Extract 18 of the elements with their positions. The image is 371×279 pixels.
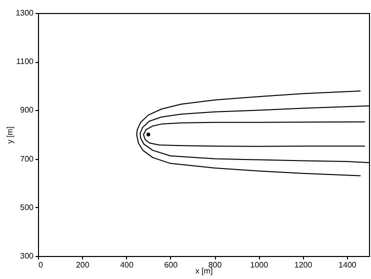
x-tick-label: 1400 [338, 260, 357, 270]
y-tick-label: 500 [20, 202, 34, 212]
y-tick-label: 1300 [16, 8, 34, 18]
x-tick-label: 800 [208, 260, 222, 270]
x-tick-label: 200 [76, 260, 90, 270]
x-axis-title: x [m] [195, 266, 213, 276]
x-tick-label: 400 [120, 260, 134, 270]
x-tick-label: 0 [38, 260, 44, 270]
line-series [136, 90, 361, 176]
y-tick-label: 900 [20, 106, 34, 115]
line-series [142, 121, 366, 147]
y-tick-label: 700 [20, 154, 34, 164]
y-tick-label: 1100 [16, 57, 34, 66]
x-tick-label: 1000 [250, 260, 269, 270]
y-tick-label: 300 [20, 252, 34, 260]
y-axis-title: y [m] [6, 126, 15, 144]
x-tick-label: 600 [164, 260, 178, 270]
x-tick-label: 1200 [294, 260, 313, 270]
